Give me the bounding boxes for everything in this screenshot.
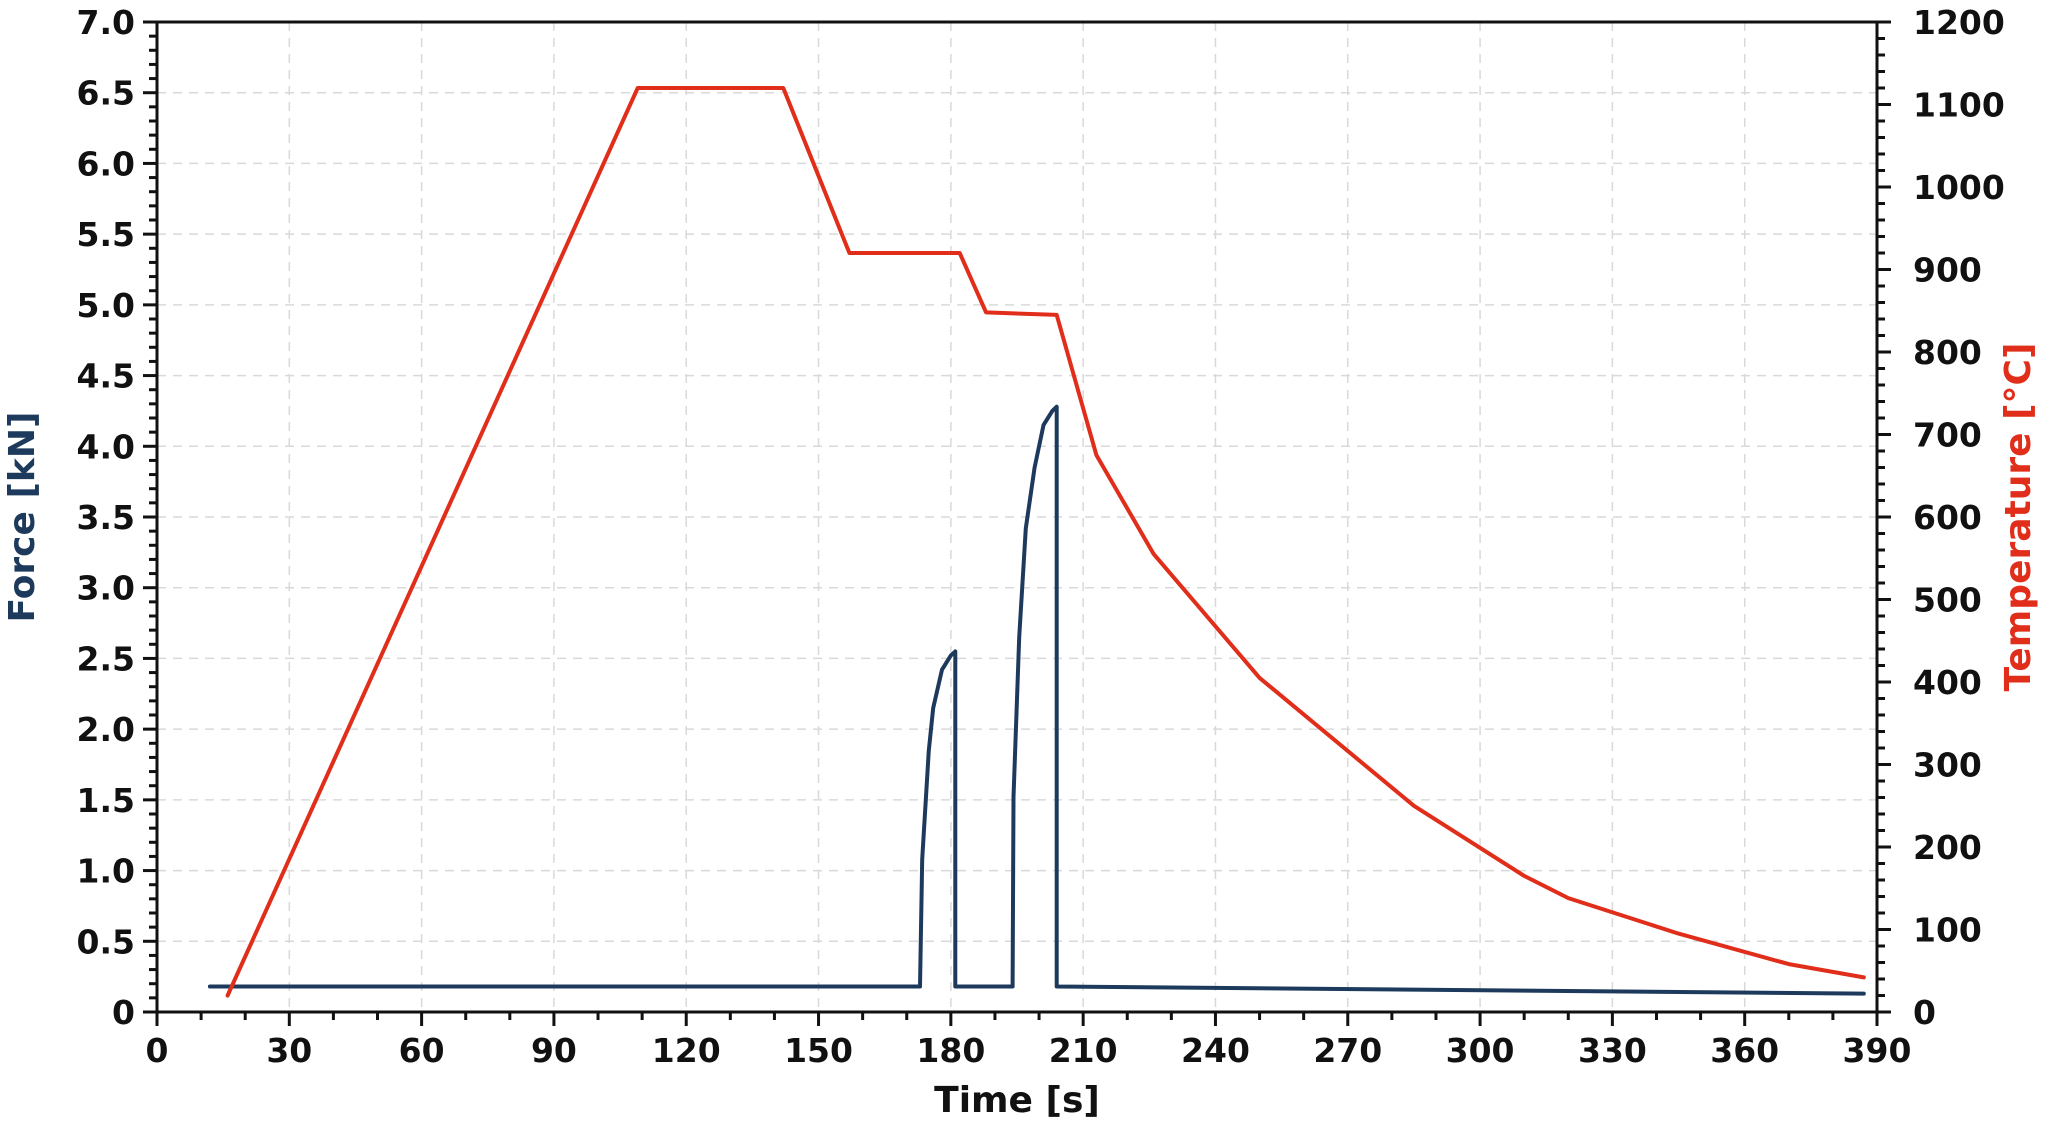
temperature-series-line [225, 86, 1866, 998]
x-tick-label: 30 [266, 1031, 312, 1070]
y-left-tick-label: 2.5 [77, 639, 135, 678]
y-right-tick-label: 300 [1913, 746, 1982, 785]
y-right-tick-label: 800 [1913, 333, 1982, 372]
x-tick-label: 270 [1313, 1031, 1382, 1070]
tick-labels: 0 30 60 90 120 150 180 210 240 270 300 330 360 39000.… [77, 3, 2005, 1070]
y-right-tick-label: 600 [1913, 498, 1982, 537]
y-right-tick-label: 1200 [1913, 3, 2005, 42]
y-right-tick-label: 1000 [1913, 168, 2005, 207]
x-tick-label: 150 [784, 1031, 853, 1070]
y-left-tick-label: 3.0 [77, 569, 135, 608]
y-right-tick-label: 700 [1913, 416, 1982, 455]
y-right-tick-label: 900 [1913, 251, 1982, 290]
force-series-line [207, 404, 1866, 996]
y-left-tick-label: 6.0 [77, 144, 135, 183]
x-tick-label: 120 [652, 1031, 721, 1070]
x-tick-label: 240 [1181, 1031, 1250, 1070]
y-left-tick-label: 1.5 [77, 781, 135, 820]
y-left-axis-title: Force [kN] [2, 412, 43, 623]
y-left-tick-label: 4.5 [77, 357, 135, 396]
y-left-tick-label: 1.0 [77, 852, 135, 891]
x-tick-label: 390 [1843, 1031, 1912, 1070]
y-left-tick-label: 0.5 [77, 922, 135, 961]
y-right-tick-label: 500 [1913, 581, 1982, 620]
x-tick-label: 330 [1578, 1031, 1647, 1070]
y-right-tick-label: 400 [1913, 663, 1982, 702]
y-left-tick-label: 5.5 [77, 215, 135, 254]
y-left-tick-label: 5.0 [77, 286, 135, 325]
y-left-tick-label: 3.5 [77, 498, 135, 537]
x-axis-title: Time [s] [934, 1080, 1100, 1121]
y-right-axis-title: Temperature [°C] [1998, 343, 2039, 692]
axis-ticks [143, 20, 1891, 1026]
y-left-tick-label: 4.0 [77, 427, 135, 466]
y-right-tick-label: 100 [1913, 911, 1982, 950]
x-tick-label: 360 [1710, 1031, 1779, 1070]
y-left-tick-label: 0 [112, 993, 135, 1032]
y-right-tick-label: 200 [1913, 828, 1982, 867]
y-left-tick-label: 7.0 [77, 3, 135, 42]
series-lines [207, 86, 1866, 998]
x-tick-label: 90 [531, 1031, 577, 1070]
grid-lines [157, 22, 1877, 1012]
y-left-tick-label: 2.0 [77, 710, 135, 749]
x-tick-label: 60 [399, 1031, 445, 1070]
x-tick-label: 300 [1446, 1031, 1515, 1070]
x-tick-label: 210 [1049, 1031, 1118, 1070]
x-tick-label: 180 [916, 1031, 985, 1070]
y-right-tick-label: 1100 [1913, 86, 2005, 125]
x-tick-label: 0 [146, 1031, 169, 1070]
y-left-tick-label: 6.5 [77, 74, 135, 113]
y-right-tick-label: 0 [1913, 993, 1936, 1032]
